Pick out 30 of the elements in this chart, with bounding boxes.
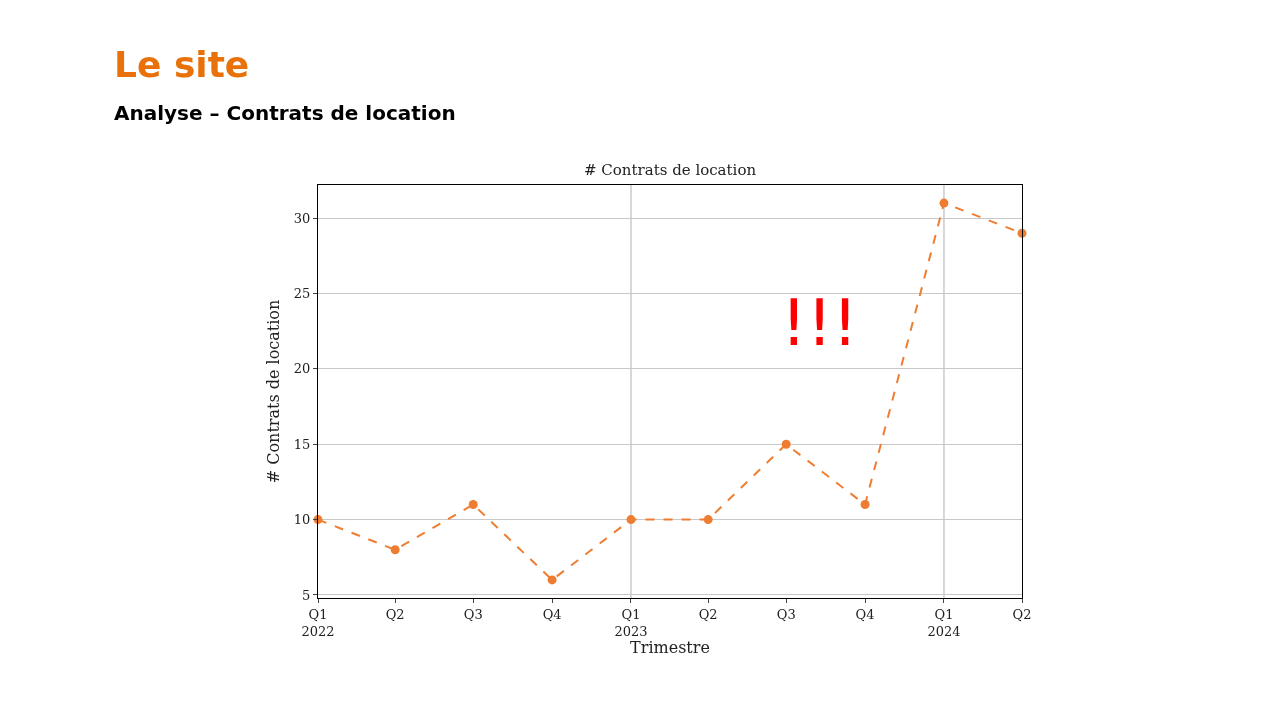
point (390, 545, 400, 555)
y-tick-label: 10 (293, 512, 311, 528)
x-tick-label: Q2 (385, 606, 405, 622)
x-tick-label: Q4 (542, 606, 562, 622)
chart-title: Le site (114, 44, 250, 85)
point (703, 515, 713, 525)
x-tick-label: Q3 (463, 606, 483, 622)
x-axis-title: Trimestre (630, 638, 710, 658)
x-tick-label: Q1 2023 (614, 606, 648, 639)
point (781, 439, 791, 449)
y-tick-label: 25 (293, 286, 311, 302)
x-tick-label: Q3 (776, 606, 796, 622)
point (468, 500, 478, 510)
point (860, 500, 870, 510)
chart-subtitle: Analyse – Contrats de location (114, 101, 456, 125)
y-axis-title: # Contrats de location (263, 299, 283, 484)
y-tick-label: 5 (302, 587, 311, 603)
annotation: !!! (781, 286, 858, 360)
x-tick-label: Q4 (855, 606, 875, 622)
y-tick-label: 15 (293, 436, 311, 452)
x-tick-label: Q2 (698, 606, 718, 622)
x-tick-label: Q1 2024 (927, 606, 961, 639)
point (547, 575, 557, 585)
point (626, 515, 636, 525)
point (939, 198, 949, 208)
y-tick-label: 20 (293, 361, 311, 377)
text: # Contrats de location (584, 161, 757, 179)
y-tick-label: 30 (293, 210, 311, 226)
x-tick-label: Q2 (1012, 606, 1032, 622)
x-tick-label: Q1 2022 (301, 606, 335, 639)
